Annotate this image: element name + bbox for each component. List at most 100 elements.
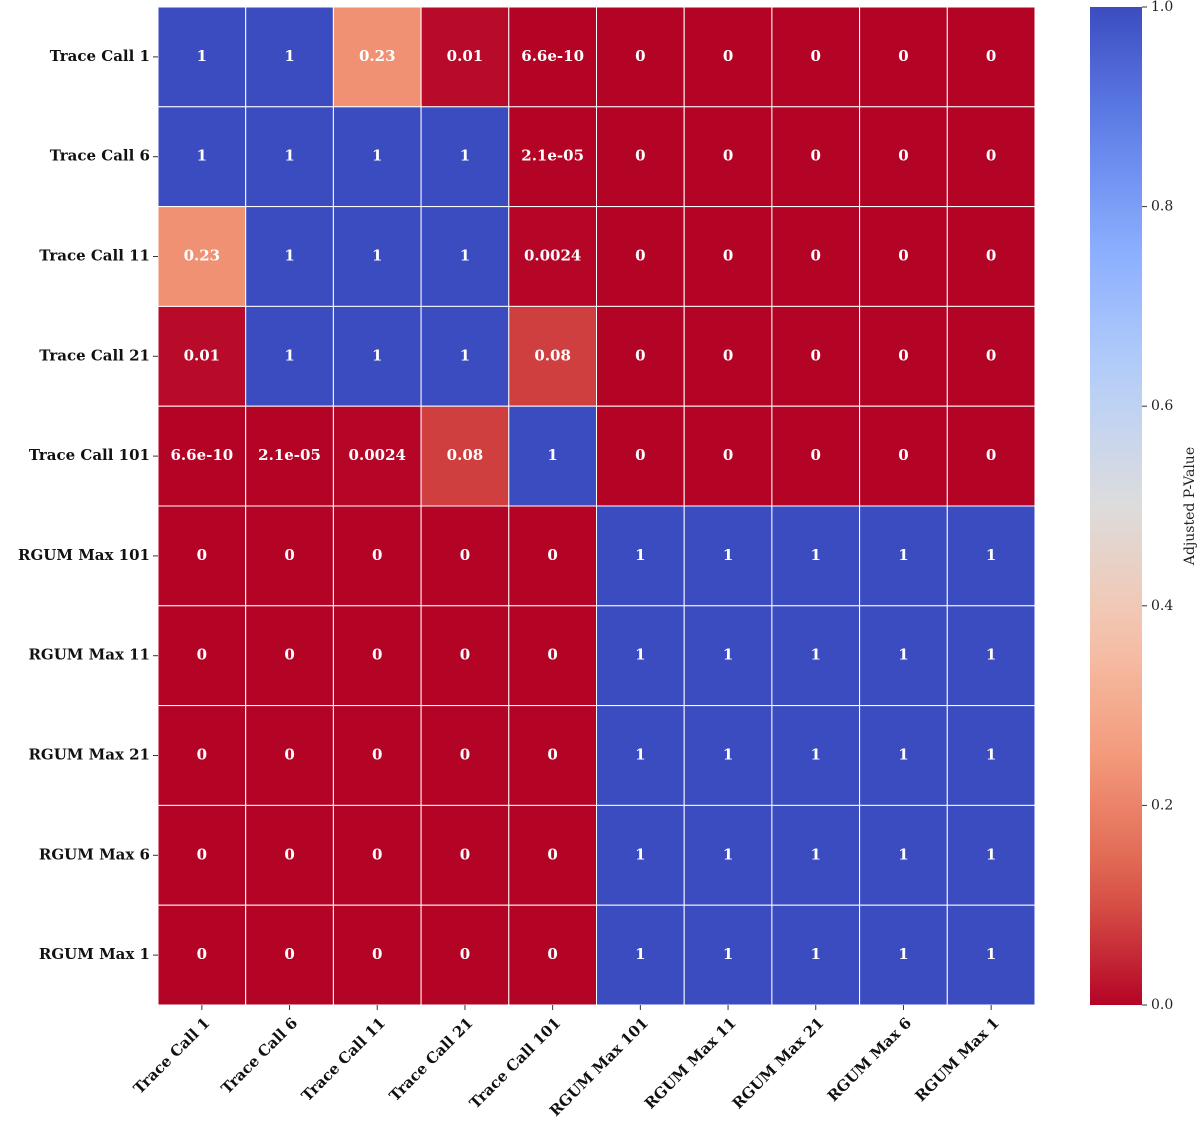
- cell-label: 1: [723, 646, 733, 664]
- heatmap-cell: [508, 106, 597, 208]
- heatmap-cell: [508, 206, 597, 307]
- x-tick-label: Trace Call 101: [466, 1014, 564, 1112]
- colorbar-tick-label: 0.6: [1151, 398, 1173, 414]
- y-tick-label: Trace Call 6: [50, 147, 150, 165]
- heatmap-cell: [332, 804, 422, 906]
- cell-label: 1: [811, 546, 821, 564]
- heatmap-cell: [245, 6, 334, 108]
- heatmap-cell: [946, 705, 1036, 806]
- colorbar-tick-label: 0.4: [1151, 598, 1173, 614]
- heatmap-cell: [332, 705, 422, 806]
- cell-label: 0: [460, 746, 470, 764]
- heatmap-cell: [157, 605, 247, 707]
- heatmap-cell: [596, 804, 685, 906]
- x-tick-label: RGUM Max 1: [912, 1014, 1003, 1105]
- cell-label: 1: [986, 845, 996, 863]
- cell-label: 1: [723, 546, 733, 564]
- cell-label: 1: [635, 845, 645, 863]
- cell-label: 1: [723, 746, 733, 764]
- heatmap-cell: [771, 206, 861, 307]
- cell-label: 0: [723, 446, 733, 464]
- heatmap-cell: [946, 804, 1036, 906]
- cell-label: 0: [547, 945, 557, 963]
- heatmap-cell: [420, 804, 510, 906]
- cell-label: 0: [986, 446, 996, 464]
- cell-label: 1: [898, 845, 908, 863]
- cell-label: 0.23: [184, 247, 221, 265]
- heatmap-cell: [859, 405, 948, 507]
- colorbar-tick-label: 0.0: [1151, 997, 1173, 1013]
- cell-label: 1: [723, 945, 733, 963]
- cell-label: 0: [898, 147, 908, 165]
- heatmap-cell: [596, 405, 685, 507]
- heatmap-cell: [596, 705, 685, 806]
- heatmap-cell: [420, 605, 510, 707]
- cell-label: 0.23: [359, 47, 396, 65]
- heatmap-cell: [596, 904, 685, 1006]
- cell-label: 0: [372, 746, 382, 764]
- cell-label: 2.1e-05: [258, 446, 321, 464]
- colorbar-tick-label: 0.2: [1151, 797, 1173, 813]
- cell-label: 1: [460, 147, 470, 165]
- cell-label: 1: [811, 646, 821, 664]
- x-tick-label: RGUM Max 11: [641, 1014, 740, 1113]
- cell-label: 1: [372, 147, 382, 165]
- heatmap-cell: [157, 505, 247, 607]
- cell-label: 0: [898, 247, 908, 265]
- cell-label: 0: [898, 446, 908, 464]
- y-tick-label: Trace Call 21: [39, 346, 150, 364]
- colorbar: [1090, 7, 1142, 1005]
- cell-label: 0: [197, 945, 207, 963]
- cell-label: 0: [723, 147, 733, 165]
- cell-label: 1: [898, 945, 908, 963]
- cell-label: 1: [811, 945, 821, 963]
- cell-label: 0: [811, 247, 821, 265]
- heatmap-cell: [508, 904, 597, 1006]
- heatmap-cell: [332, 206, 422, 307]
- heatmap-cell: [946, 106, 1036, 208]
- cell-label: 0: [635, 346, 645, 364]
- cell-label: 0: [197, 746, 207, 764]
- cell-label: 0.08: [534, 346, 571, 364]
- cell-label: 1: [547, 446, 557, 464]
- cell-label: 0: [986, 346, 996, 364]
- heatmap-cell: [245, 405, 334, 507]
- x-tick-label: RGUM Max 101: [546, 1014, 652, 1120]
- heatmap-cell: [683, 305, 773, 407]
- heatmap-cell: [859, 505, 948, 607]
- cell-label: 0: [547, 845, 557, 863]
- heatmap-cell: [157, 206, 247, 307]
- heatmap-cell: [508, 505, 597, 607]
- cell-label: 0: [197, 845, 207, 863]
- x-tick-label: Trace Call 21: [386, 1014, 477, 1105]
- cell-label: 1: [284, 147, 294, 165]
- cell-label: 0: [284, 945, 294, 963]
- heatmap-cell: [508, 705, 597, 806]
- cell-label: 0: [986, 147, 996, 165]
- heatmap-cell: [859, 605, 948, 707]
- cell-label: 1: [723, 845, 733, 863]
- heatmap-cell: [596, 106, 685, 208]
- heatmap-cell: [859, 904, 948, 1006]
- heatmap-cell: [771, 6, 861, 108]
- cell-label: 0.01: [184, 346, 221, 364]
- heatmap-cell: [946, 6, 1036, 108]
- heatmap-cell: [420, 904, 510, 1006]
- cell-label: 2.1e-05: [521, 147, 584, 165]
- cell-label: 1: [460, 247, 470, 265]
- heatmap-cell: [771, 106, 861, 208]
- cell-label: 1: [986, 546, 996, 564]
- heatmap-cell: [596, 505, 685, 607]
- heatmap-cell: [157, 904, 247, 1006]
- x-tick-label: Trace Call 1: [130, 1014, 214, 1098]
- heatmap-cell: [946, 206, 1036, 307]
- cell-label: 0.0024: [349, 446, 406, 464]
- heatmap-cell: [859, 206, 948, 307]
- cell-label: 1: [197, 147, 207, 165]
- cell-label: 1: [284, 47, 294, 65]
- x-tick-label: RGUM Max 21: [729, 1014, 828, 1113]
- cell-label: 1: [635, 546, 645, 564]
- heatmap-cell: [683, 904, 773, 1006]
- heatmap-cell: [245, 804, 334, 906]
- cell-label: 0: [635, 446, 645, 464]
